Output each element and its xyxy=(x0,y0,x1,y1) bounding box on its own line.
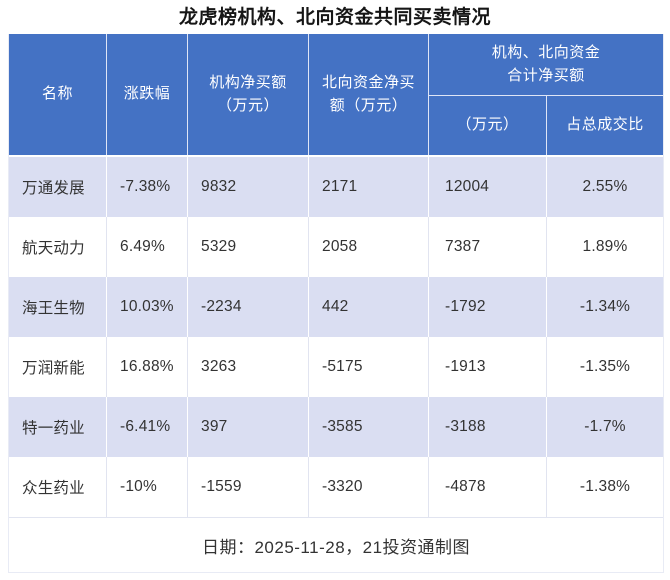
turnover-ratio-cell: 2.55% xyxy=(546,155,664,217)
turnover-ratio-cell: -1.34% xyxy=(546,277,664,337)
north-net-buy-cell: -3585 xyxy=(308,397,428,457)
stock-name-cell: 海王生物 xyxy=(9,277,106,337)
stock-name-cell: 万润新能 xyxy=(9,337,106,397)
table-row: 万通发展 -7.38% 9832 2171 12004 2.55% xyxy=(9,155,664,217)
north-net-buy-cell: 2171 xyxy=(308,155,428,217)
combined-net-buy-cell: -1792 xyxy=(428,277,546,337)
header-change-pct: 涨跌幅 xyxy=(106,34,187,155)
turnover-ratio-cell: 1.89% xyxy=(546,217,664,277)
combined-net-buy-cell: 7387 xyxy=(428,217,546,277)
table-footer: 日期：2025-11-28，21投资通制图 xyxy=(9,517,664,572)
header-combined-amount: （万元） xyxy=(428,96,546,155)
stock-name-cell: 航天动力 xyxy=(9,217,106,277)
inst-net-buy-cell: 3263 xyxy=(187,337,308,397)
combined-net-buy-cell: -1913 xyxy=(428,337,546,397)
header-name: 名称 xyxy=(9,34,106,155)
table-header: 名称 涨跌幅 机构净买额 （万元） 北向资金净买 额（万元） 机构、北向资金 合… xyxy=(9,34,664,155)
header-north-net-buy: 北向资金净买 额（万元） xyxy=(308,34,428,155)
inst-net-buy-cell: -1559 xyxy=(187,457,308,517)
header-combined-ratio: 占总成交比 xyxy=(546,96,664,155)
inst-net-buy-cell: 9832 xyxy=(187,155,308,217)
north-net-buy-cell: 2058 xyxy=(308,217,428,277)
source-note: 日期：2025-11-28，21投资通制图 xyxy=(9,517,664,572)
stock-name-cell: 特一药业 xyxy=(9,397,106,457)
north-net-buy-cell: 442 xyxy=(308,277,428,337)
table-row: 特一药业 -6.41% 397 -3585 -3188 -1.7% xyxy=(9,397,664,457)
inst-net-buy-cell: 397 xyxy=(187,397,308,457)
table-row: 万润新能 16.88% 3263 -5175 -1913 -1.35% xyxy=(9,337,664,397)
inst-net-buy-cell: -2234 xyxy=(187,277,308,337)
change-pct-cell: 6.49% xyxy=(106,217,187,277)
header-inst-net-buy: 机构净买额 （万元） xyxy=(187,34,308,155)
data-table: 名称 涨跌幅 机构净买额 （万元） 北向资金净买 额（万元） 机构、北向资金 合… xyxy=(8,34,665,573)
combined-net-buy-cell: -4878 xyxy=(428,457,546,517)
turnover-ratio-cell: -1.38% xyxy=(546,457,664,517)
north-net-buy-cell: -3320 xyxy=(308,457,428,517)
header-combined-group: 机构、北向资金 合计净买额 xyxy=(428,34,664,96)
change-pct-cell: -6.41% xyxy=(106,397,187,457)
turnover-ratio-cell: -1.35% xyxy=(546,337,664,397)
table-body: 万通发展 -7.38% 9832 2171 12004 2.55% 航天动力 6… xyxy=(9,155,664,517)
page-title: 龙虎榜机构、北向资金共同买卖情况 xyxy=(178,7,491,28)
change-pct-cell: -7.38% xyxy=(106,155,187,217)
combined-net-buy-cell: -3188 xyxy=(428,397,546,457)
combined-net-buy-cell: 12004 xyxy=(428,155,546,217)
change-pct-cell: 16.88% xyxy=(106,337,187,397)
table-row: 航天动力 6.49% 5329 2058 7387 1.89% xyxy=(9,217,664,277)
table-row: 众生药业 -10% -1559 -3320 -4878 -1.38% xyxy=(9,457,664,517)
change-pct-cell: 10.03% xyxy=(106,277,187,337)
stock-name-cell: 众生药业 xyxy=(9,457,106,517)
stock-name-cell: 万通发展 xyxy=(9,155,106,217)
change-pct-cell: -10% xyxy=(106,457,187,517)
turnover-ratio-cell: -1.7% xyxy=(546,397,664,457)
north-net-buy-cell: -5175 xyxy=(308,337,428,397)
inst-net-buy-cell: 5329 xyxy=(187,217,308,277)
table-row: 海王生物 10.03% -2234 442 -1792 -1.34% xyxy=(9,277,664,337)
